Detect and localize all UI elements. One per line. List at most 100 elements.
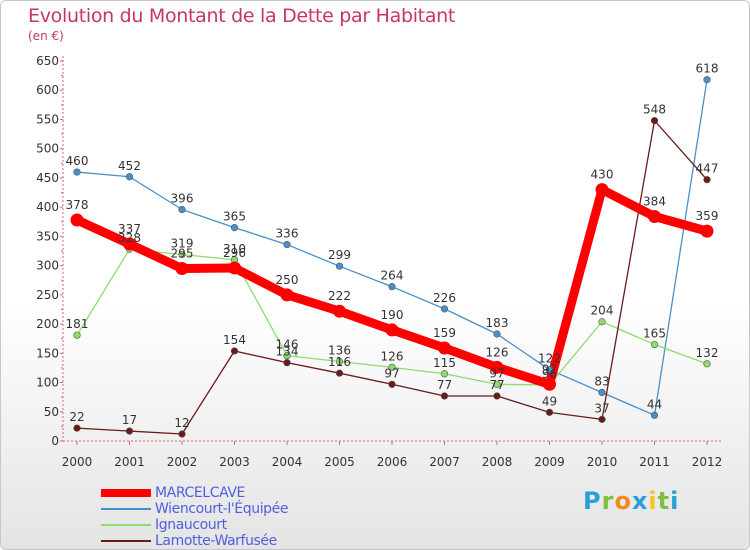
y-tick-label: 550 (36, 112, 59, 126)
data-label: 83 (594, 374, 609, 388)
legend-swatch-lamotte (101, 540, 151, 542)
data-point (490, 360, 504, 374)
data-point (178, 205, 186, 214)
data-point (73, 424, 81, 432)
data-point (230, 224, 239, 232)
legend-label: Wiencourt-l'Équipée (155, 501, 289, 517)
logo-letter: t (657, 487, 671, 515)
data-label: 97 (542, 362, 557, 376)
data-label: 336 (276, 227, 299, 241)
data-point (125, 427, 134, 435)
data-label: 126 (486, 345, 509, 359)
y-tick-label: 300 (36, 259, 59, 273)
logo-letter: P (583, 487, 602, 515)
data-label: 17 (122, 413, 137, 427)
data-point (650, 411, 659, 419)
data-point (493, 392, 501, 400)
data-point (545, 366, 554, 374)
legend-swatch-marcelcave (101, 489, 151, 497)
data-label: 452 (118, 159, 141, 173)
data-point (650, 340, 659, 349)
x-tick-label: 2004 (272, 455, 303, 469)
data-label: 447 (696, 162, 719, 176)
y-tick-label: 50 (44, 405, 59, 419)
data-label: 396 (171, 191, 194, 205)
data-point (440, 305, 449, 313)
data-label: 310 (223, 242, 246, 256)
data-label: 122 (538, 352, 561, 366)
y-tick-label: 100 (36, 376, 59, 390)
legend-swatch-ignaucourt (101, 524, 151, 526)
data-label: 183 (486, 316, 509, 330)
data-point (440, 370, 449, 378)
x-tick-label: 2005 (324, 455, 355, 469)
data-label: 12 (174, 416, 189, 430)
data-label: 250 (276, 273, 299, 287)
data-label: 146 (276, 338, 299, 352)
data-point (178, 430, 186, 438)
data-label: 49 (542, 394, 557, 408)
data-point (438, 341, 451, 355)
x-tick-label: 2006 (377, 455, 408, 469)
x-tick-label: 2010 (587, 455, 618, 469)
data-label: 165 (643, 327, 666, 341)
data-point (228, 261, 241, 275)
data-label: 77 (437, 378, 452, 392)
legend-swatch-wiencourt (101, 508, 151, 510)
data-label: 44 (647, 397, 662, 411)
y-tick-label: 450 (36, 171, 59, 185)
data-label: 134 (276, 345, 299, 359)
data-point (700, 224, 714, 238)
data-label: 96 (542, 367, 557, 381)
data-point (283, 352, 291, 360)
data-point (703, 176, 711, 184)
legend-item-wiencourt[interactable]: Wiencourt-l'Équipée (101, 501, 288, 517)
chart-subtitle: (en €) (28, 29, 64, 43)
y-tick-label: 250 (36, 288, 59, 302)
data-label: 181 (66, 317, 89, 331)
data-point (388, 380, 396, 388)
logo-letter: i (670, 487, 680, 515)
data-label: 319 (171, 237, 194, 251)
data-point (333, 304, 346, 318)
data-point (283, 359, 291, 367)
data-label: 618 (696, 62, 719, 76)
data-label: 97 (489, 366, 504, 380)
y-tick-label: 500 (36, 142, 59, 156)
data-point (175, 262, 189, 276)
data-label: 365 (223, 210, 246, 224)
data-point (598, 388, 606, 397)
x-tick-label: 2009 (534, 455, 565, 469)
x-tick-label: 2007 (429, 455, 460, 469)
data-label: 97 (384, 366, 399, 380)
data-point (178, 250, 186, 259)
data-label: 159 (433, 326, 456, 340)
data-label: 22 (69, 410, 84, 424)
y-tick-label: 150 (36, 346, 59, 360)
y-tick-label: 0 (51, 434, 59, 448)
legend-label: MARCELCAVE (155, 485, 245, 501)
data-point (280, 288, 294, 302)
y-tick-label: 600 (36, 83, 59, 97)
data-point (493, 380, 501, 388)
legend-item-ignaucourt[interactable]: Ignaucourt (101, 517, 288, 533)
data-label: 328 (118, 231, 141, 245)
data-label: 154 (223, 333, 246, 347)
data-label: 226 (433, 291, 456, 305)
data-point (703, 360, 711, 368)
data-point (70, 213, 84, 227)
data-label: 190 (381, 308, 404, 322)
logo-letter: i (648, 487, 658, 515)
data-label: 384 (643, 195, 666, 209)
data-point (335, 369, 344, 377)
data-point (125, 173, 134, 181)
legend-item-lamotte[interactable]: Lamotte-Warfusée (101, 533, 288, 549)
data-point (123, 237, 136, 251)
x-tick-label: 2002 (167, 455, 198, 469)
chart-title: Evolution du Montant de la Dette par Hab… (28, 5, 456, 27)
legend-item-marcelcave[interactable]: MARCELCAVE (101, 485, 288, 501)
data-label: 548 (643, 103, 666, 117)
data-point (703, 76, 711, 84)
data-point (545, 408, 554, 416)
